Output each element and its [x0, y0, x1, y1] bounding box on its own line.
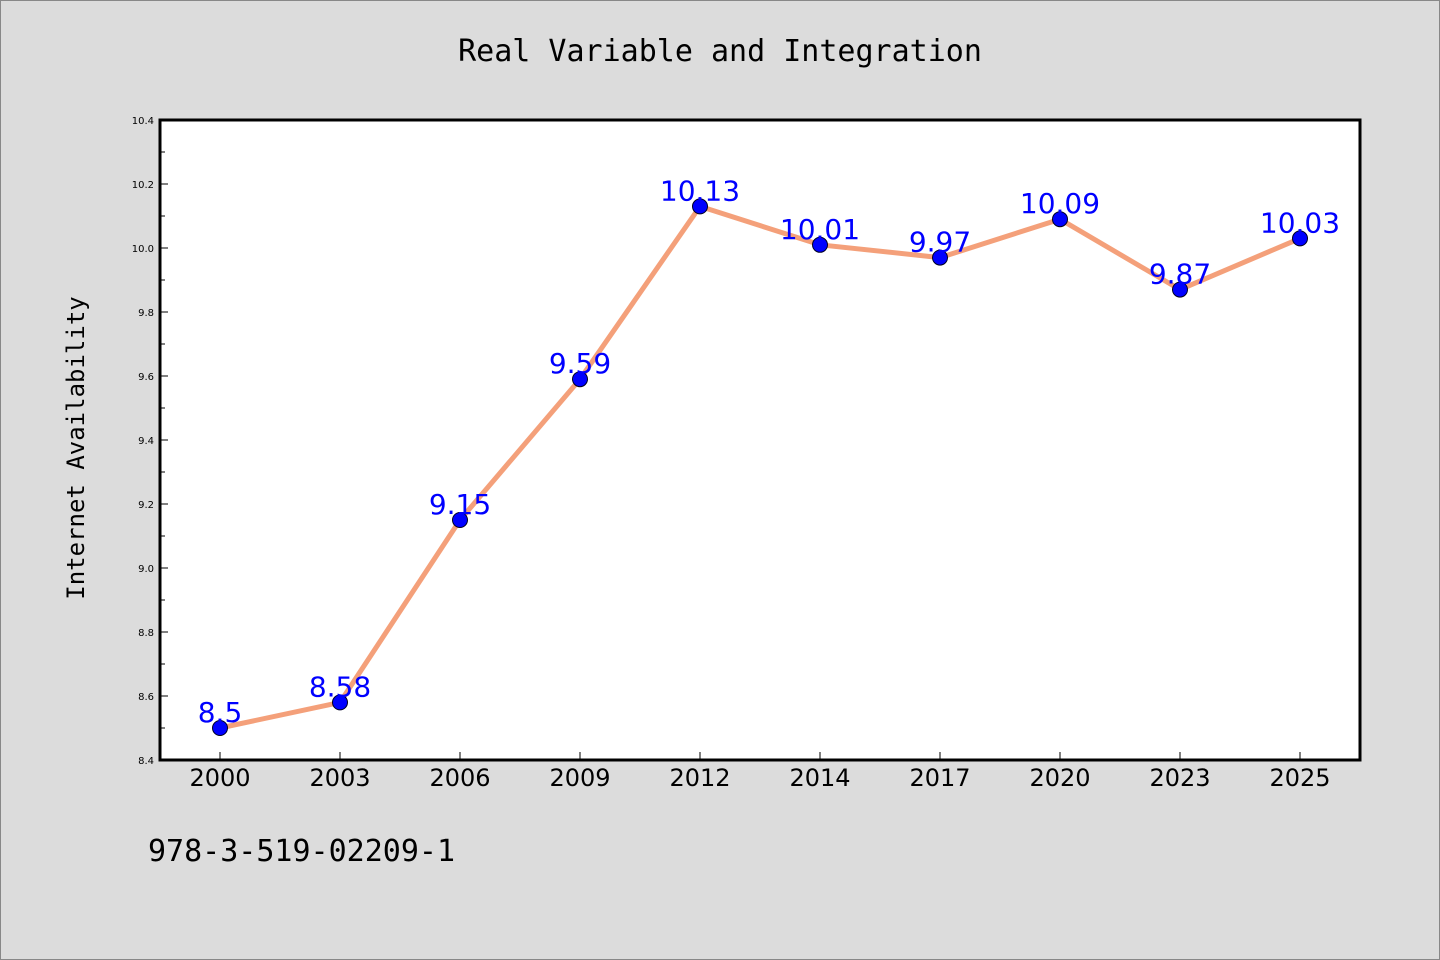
- data-label: 8.5: [198, 696, 243, 729]
- data-label: 10.09: [1020, 187, 1100, 220]
- plot-frame: [158, 118, 1362, 762]
- data-label: 9.59: [549, 347, 611, 380]
- data-point: [1172, 281, 1188, 298]
- data-point: [812, 236, 828, 253]
- data-point: [932, 249, 948, 266]
- x-tick-label: 2006: [429, 764, 490, 792]
- data-point: [212, 720, 228, 736]
- data-label: 9.97: [909, 226, 971, 259]
- x-tick-label: 2020: [1029, 764, 1090, 792]
- isbn-text: 978-3-519-02209-1: [148, 834, 456, 869]
- data-series: 8.5 8.58 9.15 9.59 10.13 10.01 9.97 10.09 9.87 10…: [198, 174, 1340, 736]
- y-tick-label: 9.8: [138, 308, 154, 319]
- x-tick-label: 2000: [189, 764, 250, 792]
- data-point: [1292, 230, 1308, 247]
- data-label: 10.13: [660, 174, 740, 207]
- y-tick-label: 9.0: [138, 564, 154, 575]
- series-line: [219, 203, 1301, 731]
- x-tick-label: 2014: [789, 764, 850, 792]
- x-axis-ticks: 2000 2003 2006 2009 2012 2014 2017 2020 2023 2025: [189, 752, 1331, 792]
- y-tick-label: 9.2: [138, 500, 154, 511]
- y-tick-label: 8.8: [138, 628, 154, 639]
- data-point: [452, 512, 468, 528]
- x-tick-label: 2023: [1149, 764, 1210, 792]
- x-tick-label: 2012: [669, 764, 730, 792]
- data-label: 10.01: [780, 213, 860, 246]
- plot-area: [160, 120, 1360, 760]
- data-point: [332, 694, 348, 711]
- y-tick-label: 10.0: [132, 244, 154, 255]
- y-tick-label: 9.6: [138, 372, 154, 383]
- data-point: [1052, 211, 1068, 228]
- y-tick-label: 9.4: [138, 436, 154, 447]
- y-tick-label: 10.4: [132, 116, 154, 127]
- data-label: 9.87: [1149, 258, 1211, 291]
- x-tick-label: 2003: [309, 764, 370, 792]
- x-tick-label: 2009: [549, 764, 610, 792]
- x-tick-label: 2017: [909, 764, 970, 792]
- data-point: [692, 198, 708, 215]
- data-label: 9.15: [429, 488, 491, 521]
- chart-title: Real Variable and Integration: [458, 34, 982, 69]
- data-label: 8.58: [309, 670, 371, 703]
- x-tick-label: 2025: [1269, 764, 1330, 792]
- y-tick-label: 8.6: [138, 692, 154, 703]
- y-tick-label: 10.2: [132, 180, 154, 191]
- data-label: 10.03: [1260, 206, 1340, 239]
- data-point: [572, 371, 588, 388]
- y-tick-label: 8.4: [138, 756, 154, 767]
